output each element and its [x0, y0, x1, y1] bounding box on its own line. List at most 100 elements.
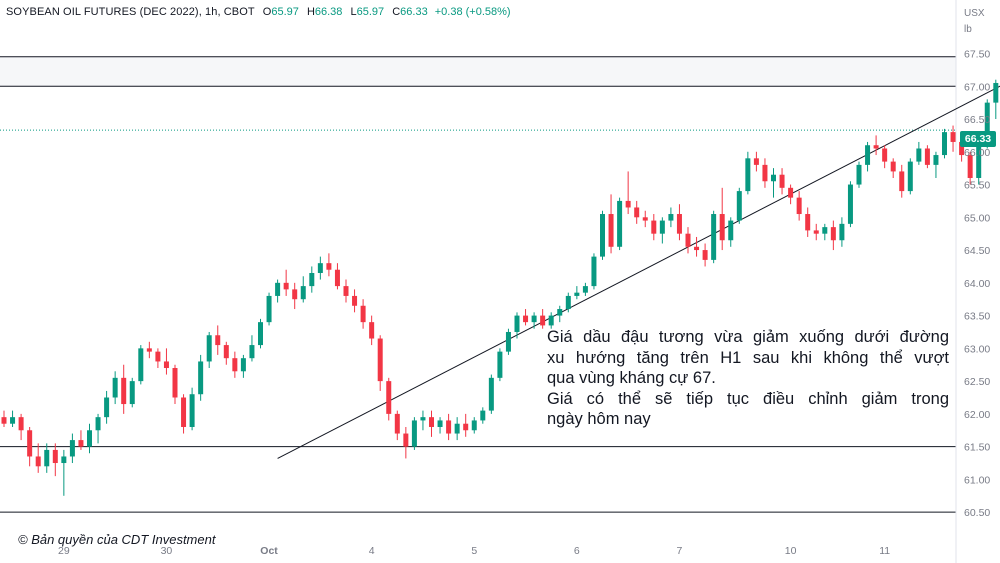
unit-label: lb — [964, 24, 972, 35]
candle-body-34 — [292, 289, 298, 300]
candle-body-25 — [215, 335, 221, 346]
candle-body-37 — [317, 263, 323, 273]
candle-body-7 — [61, 456, 67, 464]
candle-body-12 — [104, 397, 110, 418]
candle-body-47 — [403, 433, 409, 447]
candle-body-114 — [976, 145, 982, 178]
candle-body-108 — [924, 148, 930, 165]
candle-body-84 — [719, 214, 725, 241]
candle-body-71 — [608, 214, 614, 247]
candle-body-57 — [488, 377, 494, 411]
candle-body-10 — [87, 430, 92, 447]
y-tick-label-0: 60.50 — [964, 507, 990, 519]
candle-body-116 — [993, 82, 999, 103]
candle-body-70 — [600, 214, 605, 257]
candle-body-87 — [745, 158, 751, 192]
x-tick-label-2: Oct — [260, 545, 278, 557]
candle-body-105 — [899, 171, 905, 192]
y-tick-label-13: 67.00 — [964, 81, 990, 93]
candle-body-66 — [565, 295, 571, 310]
y-tick-label-8: 64.50 — [964, 245, 990, 257]
candle-body-72 — [617, 200, 623, 247]
candle-body-6 — [52, 449, 58, 464]
candle-body-75 — [642, 217, 648, 221]
candle-body-65 — [557, 309, 563, 316]
candle-body-3 — [27, 430, 33, 457]
copyright-notice: © Bản quyền của CDT Investment — [18, 532, 216, 547]
candle-body-101 — [865, 145, 871, 165]
candle-body-21 — [181, 397, 187, 427]
candle-body-97 — [830, 227, 836, 241]
candle-body-17 — [146, 348, 152, 352]
y-tick-label-5: 63.00 — [964, 343, 990, 355]
candle-body-90 — [771, 174, 776, 182]
candle-body-28 — [240, 358, 246, 372]
candle-body-27 — [232, 358, 238, 372]
candle-body-102 — [873, 145, 879, 149]
candle-body-92 — [788, 187, 794, 198]
annotation-line-3: qua vùng kháng cự 67. — [547, 369, 716, 387]
y-tick-label-2: 61.50 — [964, 442, 990, 454]
annotation-line-2: xu hướng tăng trên H1 sau khi không thể … — [547, 348, 949, 367]
analysis-annotation: Giá dầu đậu tương vừa giảm xuống dưới đư… — [547, 327, 949, 430]
candle-body-68 — [582, 286, 588, 293]
candle-body-78 — [668, 214, 674, 221]
y-tick-label-12: 66.50 — [964, 114, 990, 126]
candle-body-107 — [916, 148, 922, 162]
candle-body-58 — [497, 351, 503, 378]
candle-body-4 — [35, 456, 41, 467]
candle-body-83 — [711, 214, 717, 260]
high-label: H — [306, 6, 315, 18]
symbol-header: SOYBEAN OIL FUTURES (DEC 2022), 1h, CBOT… — [6, 6, 511, 18]
candle-body-11 — [95, 417, 101, 431]
candle-body-0 — [1, 417, 7, 424]
candle-body-9 — [78, 440, 84, 447]
open-label: O — [262, 6, 272, 18]
y-tick-label-1: 61.00 — [964, 474, 990, 486]
candle-body-26 — [223, 345, 229, 359]
y-tick-label-7: 64.00 — [964, 278, 990, 290]
candle-body-91 — [779, 174, 785, 188]
candle-body-42 — [360, 305, 366, 323]
annotation-line-4: Giá có thể sẽ tiếp tục điều chỉnh giảm t… — [547, 389, 949, 408]
candle-body-19 — [163, 361, 169, 369]
candle-body-82 — [702, 250, 708, 260]
candle-body-106 — [907, 161, 913, 192]
symbol-title: SOYBEAN OIL FUTURES (DEC 2022), 1h, CBOT — [6, 6, 255, 18]
y-tick-label-3: 62.00 — [964, 409, 990, 421]
x-tick-label-0: 29 — [58, 545, 70, 557]
candle-body-24 — [206, 335, 212, 362]
candle-body-52 — [446, 420, 452, 434]
candle-body-74 — [634, 207, 640, 218]
candle-body-20 — [172, 368, 178, 398]
candle-body-55 — [471, 420, 477, 431]
candle-body-96 — [822, 227, 828, 234]
candle-body-110 — [942, 132, 947, 156]
candle-body-86 — [736, 191, 742, 221]
close-value: 66.33 — [400, 6, 428, 18]
candle-body-98 — [839, 223, 845, 241]
last-price-tag: 66.33 — [960, 131, 996, 147]
candle-body-53 — [454, 423, 460, 434]
y-tick-label-9: 65.00 — [964, 212, 990, 224]
y-tick-label-4: 62.50 — [964, 376, 990, 388]
close-label: C — [392, 6, 401, 18]
candle-body-50 — [429, 417, 434, 427]
candle-body-8 — [69, 440, 75, 457]
candle-body-113 — [967, 155, 973, 178]
candle-body-48 — [411, 420, 417, 447]
candle-body-51 — [437, 420, 443, 427]
candle-body-93 — [796, 197, 802, 215]
candle-body-59 — [505, 331, 511, 352]
candle-body-103 — [882, 148, 888, 162]
candle-body-112 — [959, 141, 965, 156]
low-label: L — [350, 6, 357, 18]
x-tick-label-7: 10 — [785, 545, 797, 557]
candle-body-44 — [377, 338, 383, 382]
candle-body-94 — [805, 214, 811, 231]
candle-body-41 — [352, 295, 358, 306]
x-tick-label-5: 6 — [574, 545, 580, 557]
candle-body-30 — [258, 322, 263, 346]
